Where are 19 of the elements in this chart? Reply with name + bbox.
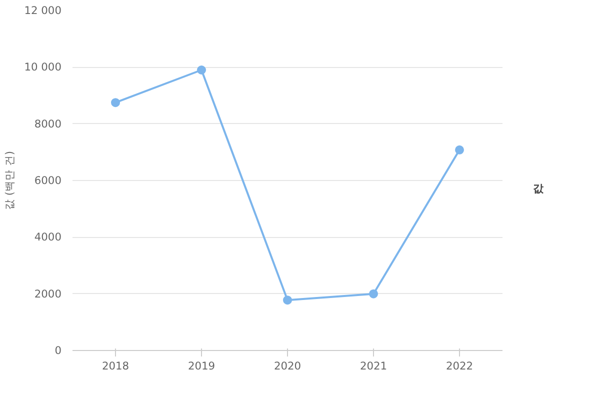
point — [197, 66, 206, 74]
point — [455, 145, 464, 154]
point — [369, 289, 378, 298]
y-tick-label: 0 — [54, 344, 62, 357]
y-axis-title: 값 (백만 건) — [3, 150, 16, 210]
x-tick-label: 2020 — [274, 360, 302, 372]
y-tick-label: 4000 — [34, 230, 62, 244]
y-tick-label: 6000 — [34, 174, 62, 187]
x-tick-label: 2021 — [360, 360, 388, 372]
y-tick-label: 2000 — [34, 287, 62, 300]
text: 값 — [533, 182, 545, 196]
point — [111, 98, 120, 108]
x-tick-label: 2022 — [446, 360, 474, 372]
x-tick-label: 2018 — [102, 360, 130, 372]
y-tick-label: 8000 — [34, 117, 62, 130]
y-tick-label: 10 000 — [24, 60, 62, 74]
point — [283, 296, 292, 305]
y-tick-label: 12 000 — [24, 4, 62, 17]
x-tick-label: 2019 — [188, 360, 216, 372]
